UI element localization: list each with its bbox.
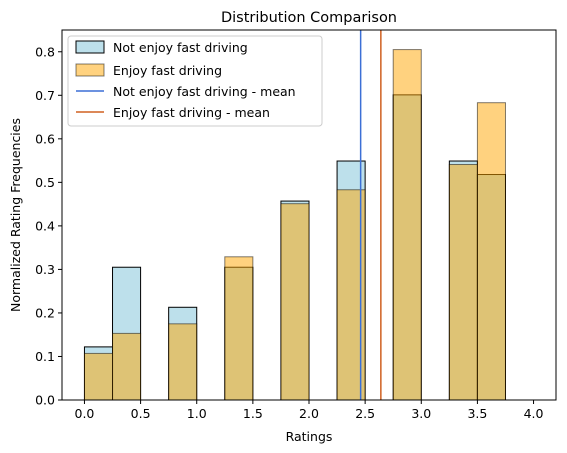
- y-tick-label: 0.1: [35, 349, 55, 364]
- plot-area: [83, 30, 506, 401]
- chart-title: Distribution Comparison: [221, 10, 397, 26]
- x-tick-label: 2.0: [299, 406, 319, 421]
- legend-label-not-enjoy-mean: Not enjoy fast driving - mean: [113, 84, 296, 99]
- legend-label-enjoy-mean: Enjoy fast driving - mean: [113, 105, 270, 120]
- legend-label-not-enjoy: Not enjoy fast driving: [113, 40, 248, 55]
- x-tick-label: 0.0: [75, 406, 95, 421]
- y-tick-label: 0.8: [35, 44, 55, 59]
- bar-enjoy-bin-14: [476, 102, 506, 401]
- x-tick-label: 1.5: [243, 406, 263, 421]
- bar-enjoy-bin-13: [448, 164, 478, 401]
- y-tick-label: 0.4: [35, 218, 55, 233]
- legend-swatch-not-enjoy: [75, 40, 105, 54]
- bar-enjoy-bin-11: [392, 49, 422, 401]
- legend-swatch-enjoy: [75, 63, 105, 77]
- legend-label-enjoy: Enjoy fast driving: [113, 63, 222, 78]
- y-tick-label: 0.0: [35, 393, 55, 408]
- y-tick-label: 0.3: [35, 262, 55, 277]
- x-tick-label: 2.5: [355, 406, 375, 421]
- bar-enjoy-bin-3: [168, 323, 198, 401]
- bar-enjoy-bin-7: [280, 203, 310, 401]
- legend: Not enjoy fast driving Enjoy fast drivin…: [67, 35, 323, 127]
- legend-frame: [67, 35, 323, 127]
- bar-enjoy-bin-1: [112, 332, 142, 401]
- y-tick-label: 0.6: [35, 131, 55, 146]
- y-axis: 0.0 0.1 0.2 0.3 0.4 0.5 0.6 0.7 0.8: [35, 44, 62, 408]
- y-axis-label: Normalized Rating Frequencies: [8, 118, 23, 312]
- bar-enjoy-bin-5: [224, 256, 254, 401]
- x-axis: 0.0 0.5 1.0 1.5 2.0 2.5 3.0 3.5 4.0: [75, 400, 544, 421]
- x-tick-label: 3.5: [467, 406, 487, 421]
- x-tick-label: 0.5: [131, 406, 151, 421]
- bar-enjoy-bin-0: [83, 352, 114, 401]
- y-tick-label: 0.7: [35, 88, 55, 103]
- y-tick-label: 0.5: [35, 175, 55, 190]
- x-tick-label: 3.0: [411, 406, 431, 421]
- x-tick-label: 1.0: [187, 406, 207, 421]
- x-axis-label: Ratings: [286, 429, 333, 444]
- x-tick-label: 4.0: [524, 406, 544, 421]
- y-tick-label: 0.2: [35, 305, 55, 320]
